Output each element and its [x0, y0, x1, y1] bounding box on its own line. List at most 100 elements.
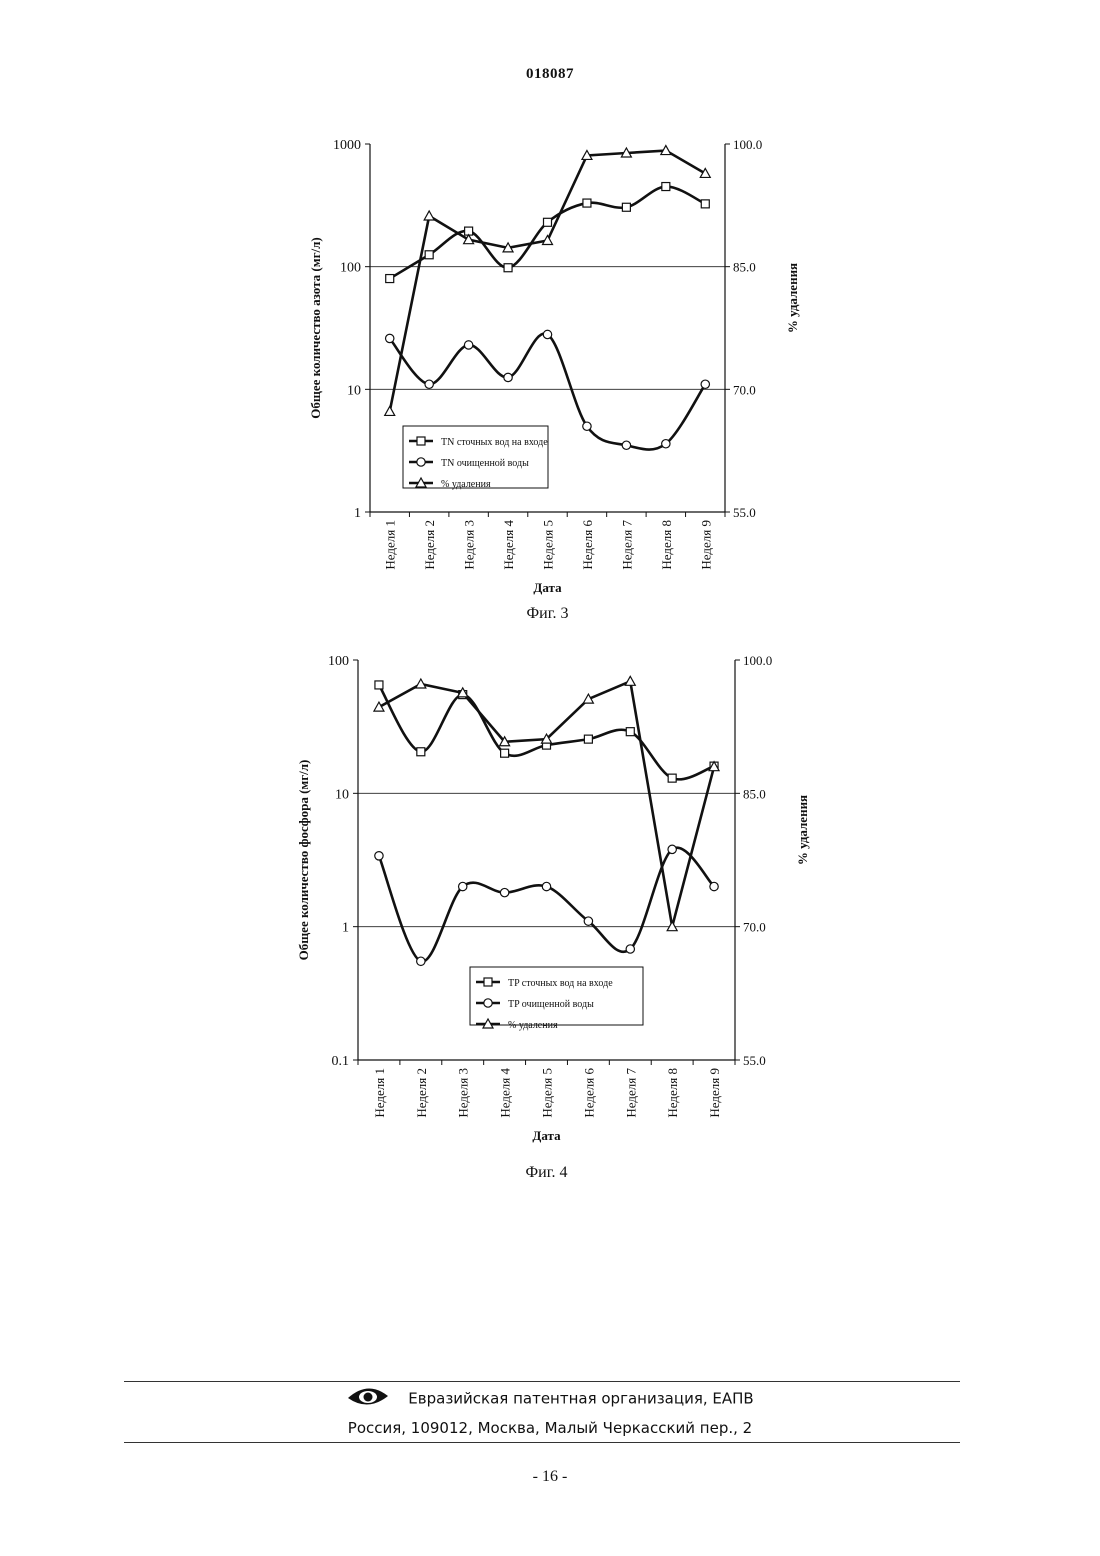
y-tick-label: 10: [347, 383, 361, 398]
x-tick-label: Неделя 2: [422, 520, 437, 570]
data-point: [375, 852, 383, 860]
data-point: [425, 251, 433, 259]
data-point: [543, 330, 551, 338]
data-point: [622, 441, 630, 449]
series-line: [379, 848, 714, 962]
x-tick-label: Неделя 6: [581, 1068, 596, 1118]
footer-address: Россия, 109012, Москва, Малый Черкасский…: [0, 1419, 1100, 1437]
legend-label: TN сточных вод на входе: [441, 437, 548, 448]
legend-marker: [417, 437, 425, 445]
data-point: [700, 168, 710, 177]
legend-label: TP сточных вод на входе: [508, 978, 613, 989]
data-point: [701, 200, 709, 208]
footer-organization-text: Евразийская патентная организация, ЕАПВ: [408, 1390, 753, 1408]
data-point: [710, 882, 718, 890]
legend-marker: [484, 978, 492, 986]
y2-tick-label: 85.0: [733, 260, 756, 275]
series-1: [375, 845, 719, 965]
y2-tick-label: 70.0: [733, 382, 756, 397]
x-tick-label: Неделя 3: [462, 520, 477, 570]
y2-tick-label: 100.0: [743, 653, 772, 668]
y2-tick-label: 55.0: [733, 505, 756, 520]
x-tick-label: Неделя 4: [501, 520, 516, 570]
x-tick-label: Неделя 2: [414, 1068, 429, 1118]
data-point: [583, 422, 591, 430]
y-tick-label: 1000: [333, 138, 361, 153]
data-point: [386, 275, 394, 283]
y2-axis-title: % удаления: [795, 795, 810, 865]
data-point: [386, 334, 394, 342]
y-tick-label: 100: [328, 654, 349, 669]
document-number: 018087: [0, 66, 1100, 83]
data-point: [626, 945, 634, 953]
x-tick-label: Неделя 1: [372, 1068, 387, 1118]
data-point: [504, 264, 512, 272]
data-point: [385, 406, 395, 415]
x-axis-title: Дата: [532, 1128, 561, 1143]
y2-tick-label: 100.0: [733, 137, 762, 152]
x-tick-label: Неделя 7: [623, 1068, 638, 1118]
x-tick-label: Неделя 5: [541, 520, 556, 570]
series-0: [386, 183, 710, 283]
series-line: [379, 685, 714, 779]
chart-legend: TN сточных вод на входе TN очищенной воды…: [403, 426, 548, 490]
legend-marker: [417, 458, 425, 466]
y2-tick-label: 55.0: [743, 1053, 766, 1068]
x-tick-label: Неделя 8: [659, 520, 674, 570]
series-line: [390, 187, 706, 279]
y-axis-title: Общее количество азота (мг/л): [308, 237, 323, 419]
series-2: [374, 676, 719, 930]
y2-tick-label: 85.0: [743, 786, 766, 801]
phosphorus-chart: 0.111010055.070.085.0100.0Неделя 1Неделя…: [0, 640, 1100, 1190]
data-point: [542, 882, 550, 890]
x-tick-label: Неделя 9: [707, 1068, 722, 1118]
eapo-eye-logo-icon: [346, 1386, 390, 1412]
data-point: [425, 380, 433, 388]
data-point: [417, 957, 425, 965]
y-tick-label: 100: [340, 261, 361, 276]
x-tick-label: Неделя 5: [540, 1068, 555, 1118]
y-axis-title: Общее количество фосфора (мг/л): [296, 760, 311, 961]
footer-bottom-rule: [124, 1442, 960, 1443]
chart-legend: TP сточных вод на входе TP очищенной воды…: [470, 967, 643, 1031]
y-tick-label: 1: [342, 921, 349, 936]
x-tick-label: Неделя 4: [498, 1068, 513, 1118]
legend-label: % удаления: [441, 479, 491, 490]
data-point: [701, 380, 709, 388]
data-point: [667, 922, 677, 931]
data-point: [626, 728, 634, 736]
nitrogen-chart: 1 10 100 1000 55.0 70.0 85.0 100.0 Неделя 1 Недел…: [0, 120, 1100, 630]
x-tick-label: Неделя 7: [619, 520, 634, 570]
x-tick-label: Неделя 3: [456, 1068, 471, 1118]
data-point: [584, 735, 592, 743]
data-point: [668, 845, 676, 853]
data-point: [668, 774, 676, 782]
data-point: [459, 882, 467, 890]
x-axis-title: Дата: [533, 580, 562, 595]
series-0: [375, 681, 718, 782]
footer-organization: Евразийская патентная организация, ЕАПВ: [0, 1386, 1100, 1412]
page-folio: - 16 -: [0, 1468, 1100, 1486]
data-point: [501, 749, 509, 757]
y-tick-label: 1: [354, 506, 361, 521]
data-point: [464, 341, 472, 349]
legend-label: TN очищенной воды: [441, 458, 529, 469]
data-point: [500, 888, 508, 896]
y2-axis-title: % удаления: [785, 263, 800, 333]
figure-caption: Фиг. 3: [527, 605, 569, 622]
data-point: [622, 203, 630, 211]
data-point: [424, 211, 434, 220]
legend-marker: [484, 999, 492, 1007]
x-tick-label: Неделя 1: [383, 520, 398, 570]
data-point: [375, 681, 383, 689]
x-tick-label: Неделя 8: [665, 1068, 680, 1118]
footer-top-rule: [124, 1381, 960, 1382]
figure-caption: Фиг. 4: [526, 1164, 568, 1181]
data-point: [662, 440, 670, 448]
y2-tick-label: 70.0: [743, 920, 766, 935]
legend-label: TP очищенной воды: [508, 999, 594, 1010]
legend-box: [470, 967, 643, 1025]
y-tick-label: 10: [335, 787, 349, 802]
data-point: [417, 748, 425, 756]
data-point: [662, 183, 670, 191]
